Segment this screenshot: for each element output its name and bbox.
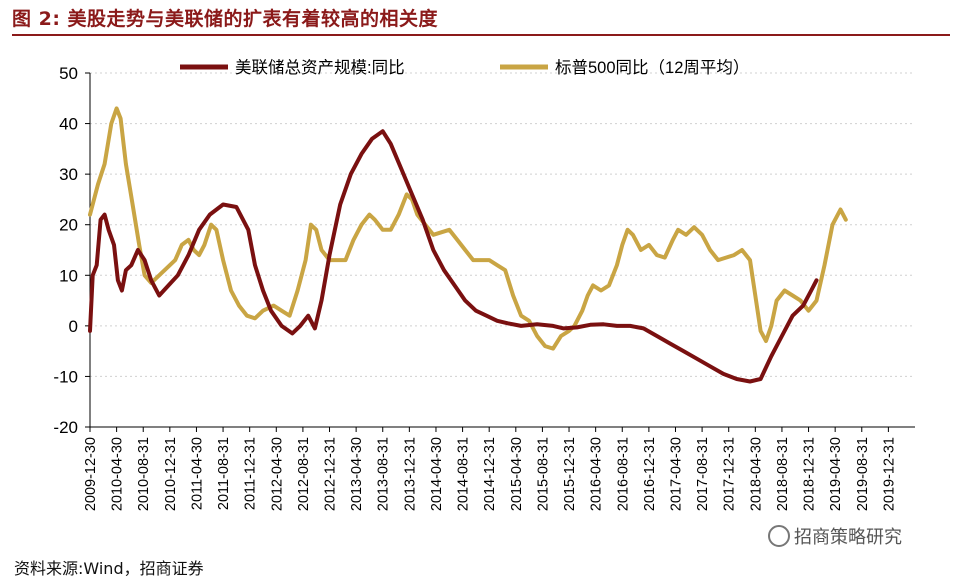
legend-label: 美联储总资产规模:同比 bbox=[235, 58, 405, 77]
x-tick-label: 2010-12-31 bbox=[163, 437, 179, 511]
y-tick-label: -20 bbox=[53, 418, 78, 437]
x-tick-label: 2015-12-31 bbox=[562, 437, 578, 511]
x-tick-label: 2011-04-30 bbox=[189, 437, 205, 510]
x-tick-label: 2015-08-31 bbox=[535, 437, 551, 511]
x-tick-label: 2009-12-30 bbox=[83, 437, 99, 511]
y-tick-label: 40 bbox=[59, 115, 78, 134]
x-tick-label: 2012-08-31 bbox=[296, 437, 312, 511]
x-tick-label: 2016-12-31 bbox=[642, 437, 658, 511]
x-tick-label: 2014-12-31 bbox=[482, 437, 498, 511]
legend: 美联储总资产规模:同比 标普500同比（12周平均） bbox=[180, 58, 749, 77]
legend-label: 标普500同比（12周平均） bbox=[555, 58, 749, 77]
x-tick-label: 2017-08-31 bbox=[695, 437, 711, 511]
series-line-sp500 bbox=[88, 106, 848, 351]
y-axis: -20 -10 0 10 20 30 40 50 bbox=[53, 64, 91, 437]
x-tick-label: 2019-08-31 bbox=[855, 437, 871, 511]
x-tick-label: 2018-12-31 bbox=[802, 437, 818, 511]
x-tick-label: 2016-04-30 bbox=[589, 437, 605, 511]
y-tick-label: 50 bbox=[59, 64, 78, 83]
x-tick-label: 2011-12-31 bbox=[243, 437, 259, 510]
x-tick-label: 2013-04-30 bbox=[349, 437, 365, 511]
x-tick-label: 2012-12-31 bbox=[323, 437, 339, 511]
x-tick-label: 2016-08-31 bbox=[615, 437, 631, 511]
x-tick-label: 2010-04-30 bbox=[110, 437, 126, 511]
x-tick-label: 2019-04-30 bbox=[828, 437, 844, 511]
series-lines bbox=[88, 106, 848, 384]
x-tick-label: 2018-08-31 bbox=[775, 437, 791, 511]
watermark: 招商策略研究 bbox=[768, 523, 902, 549]
chart-title: 图 2: 美股走势与美联储的扩表有着较高的相关度 bbox=[12, 8, 439, 30]
x-axis: 2009-12-30 2010-04-30 2010-08-31 2010-12-31… bbox=[83, 426, 915, 511]
x-tick-label: 2013-12-31 bbox=[402, 437, 418, 511]
y-tick-label: -10 bbox=[53, 367, 78, 386]
x-tick-label: 2017-12-31 bbox=[722, 437, 738, 511]
y-tick-label: 0 bbox=[69, 317, 78, 336]
x-tick-label: 2018-04-30 bbox=[748, 437, 764, 511]
wechat-icon bbox=[768, 525, 790, 547]
x-tick-label: 2011-08-31 bbox=[216, 437, 232, 510]
watermark-text: 招商策略研究 bbox=[794, 527, 902, 548]
x-tick-label: 2019-12-31 bbox=[881, 437, 897, 511]
series-line-fed bbox=[88, 129, 819, 384]
x-tick-label: 2010-08-31 bbox=[136, 437, 152, 511]
x-tick-label: 2015-04-30 bbox=[509, 437, 525, 511]
source-note: 资料来源:Wind，招商证券 bbox=[14, 559, 204, 578]
y-tick-label: 10 bbox=[59, 266, 78, 285]
y-tick-label: 30 bbox=[59, 165, 78, 184]
x-tick-label: 2017-04-30 bbox=[668, 437, 684, 511]
x-tick-label: 2012-04-30 bbox=[269, 437, 285, 511]
x-tick-label: 2014-04-30 bbox=[429, 437, 445, 511]
x-tick-label: 2013-08-31 bbox=[376, 437, 392, 511]
y-tick-label: 20 bbox=[59, 216, 78, 235]
x-tick-label: 2014-08-31 bbox=[456, 437, 472, 511]
title-rule bbox=[12, 34, 950, 36]
